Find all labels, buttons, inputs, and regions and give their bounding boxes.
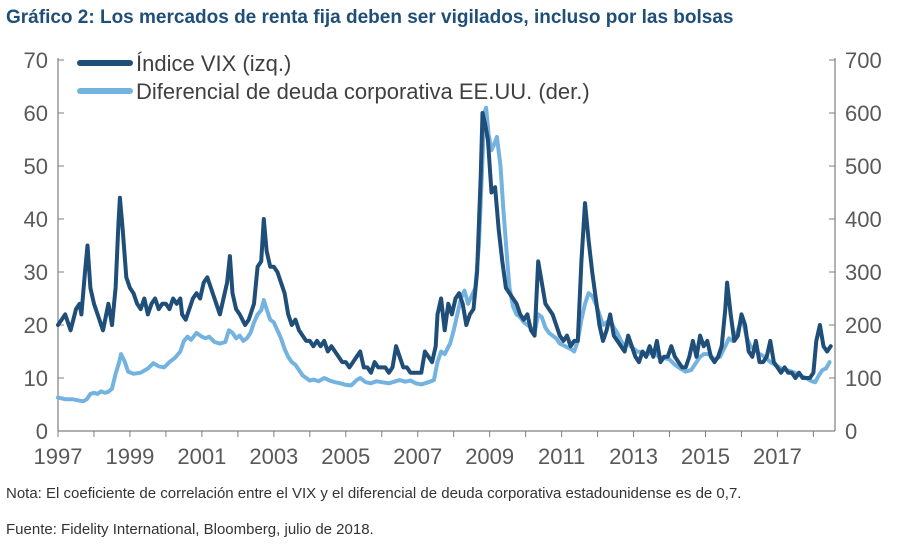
- y-right-tick-label: 600: [845, 101, 882, 126]
- y-right-tick-label: 400: [845, 207, 882, 232]
- y-right-tick-label: 200: [845, 313, 882, 338]
- x-tick-label: 2009: [465, 444, 514, 469]
- x-tick-label: 2005: [321, 444, 370, 469]
- y-right-tick-label: 500: [845, 154, 882, 179]
- y-left-tick-label: 40: [24, 207, 48, 232]
- chart-tick-labels: 0102030405060700100200300400500600700199…: [24, 48, 882, 469]
- chart-axes: [57, 58, 836, 437]
- y-right-tick-label: 0: [845, 419, 857, 444]
- series-line-vix: [56, 111, 833, 380]
- line-chart: 0102030405060700100200300400500600700199…: [24, 48, 882, 469]
- chart-note: Nota: El coeficiente de correlación entr…: [6, 485, 742, 502]
- legend-label-spread: Diferencial de deuda corporativa EE.UU. …: [136, 79, 590, 104]
- chart-legend: Índice VIX (izq.) Diferencial de deuda co…: [77, 51, 590, 104]
- chart-title: Gráfico 2: Los mercados de renta fija de…: [6, 7, 734, 28]
- x-tick-label: 1999: [105, 444, 154, 469]
- x-tick-label: 2017: [753, 444, 802, 469]
- y-right-tick-label: 300: [845, 260, 882, 285]
- y-left-tick-label: 30: [24, 260, 48, 285]
- x-tick-label: 2007: [393, 444, 442, 469]
- x-tick-label: 2011: [538, 444, 585, 469]
- x-tick-label: 2013: [609, 444, 658, 469]
- y-left-tick-label: 0: [36, 419, 48, 444]
- y-left-tick-label: 10: [24, 366, 48, 391]
- x-tick-label: 1997: [34, 444, 83, 469]
- y-right-tick-label: 700: [845, 48, 882, 73]
- x-tick-label: 2003: [249, 444, 298, 469]
- y-left-tick-label: 70: [24, 48, 48, 73]
- y-left-tick-label: 60: [24, 101, 48, 126]
- y-right-tick-label: 100: [845, 366, 882, 391]
- y-left-tick-label: 50: [24, 154, 48, 179]
- x-tick-label: 2015: [681, 444, 730, 469]
- chart-source: Fuente: Fidelity International, Bloomber…: [6, 521, 374, 538]
- series-line-spread: [56, 105, 832, 404]
- x-tick-label: 2001: [177, 444, 226, 469]
- chart-series-lines: [56, 105, 833, 404]
- y-left-tick-label: 20: [24, 313, 48, 338]
- legend-label-vix: Índice VIX (izq.): [136, 51, 291, 76]
